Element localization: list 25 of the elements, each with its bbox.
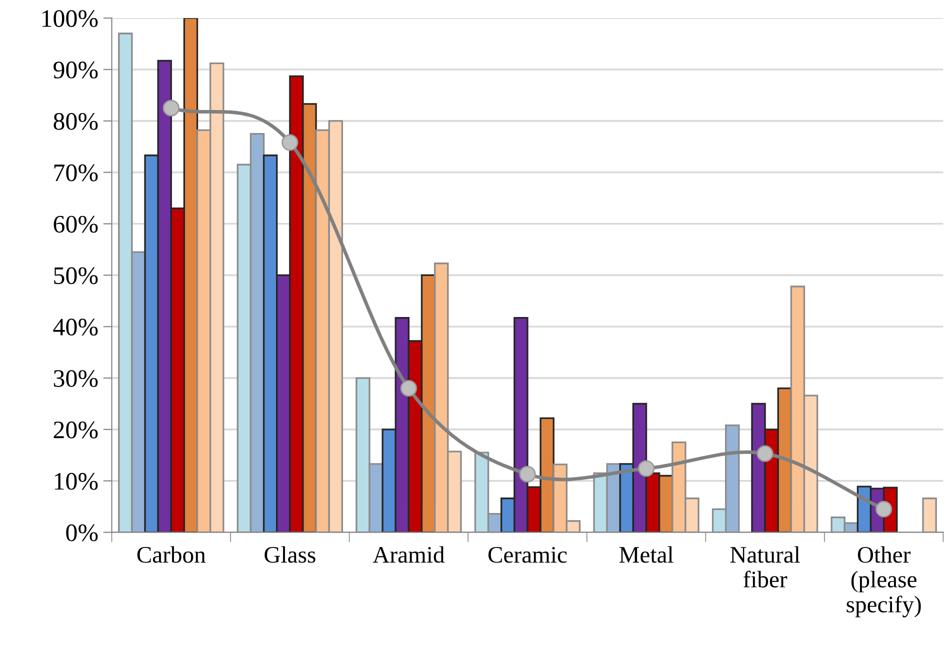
point <box>519 466 536 483</box>
y-tick-label: 50% <box>54 267 98 284</box>
y-tick-label: 100% <box>42 10 98 28</box>
x-tick-label: Glass <box>264 546 316 563</box>
y-tick-label: 60% <box>54 216 98 233</box>
y-tick-label: 30% <box>54 370 98 388</box>
point <box>162 100 180 116</box>
y-tick-label: 70% <box>54 164 98 182</box>
y-tick-label: 90% <box>54 62 98 79</box>
x-tick-label: Carbon <box>137 546 206 563</box>
point <box>756 445 774 462</box>
x-tick-label: Aramid <box>372 546 444 563</box>
y-tick-label: 20% <box>54 422 98 438</box>
point <box>282 134 298 151</box>
x-tick-label: Metal <box>619 546 674 563</box>
point <box>638 460 655 477</box>
x-tick-label: Natural fiber <box>730 546 800 588</box>
y-tick-label: 10% <box>54 472 98 490</box>
x-tick-label: Other (please specify) <box>846 546 921 618</box>
y-tick-label: 80% <box>54 112 98 130</box>
point <box>400 380 418 397</box>
y-tick-label: 40% <box>53 318 98 336</box>
point <box>875 500 892 518</box>
x-tick-label: Ceramic <box>488 546 567 563</box>
y-tick-label: 0% <box>66 524 98 542</box>
